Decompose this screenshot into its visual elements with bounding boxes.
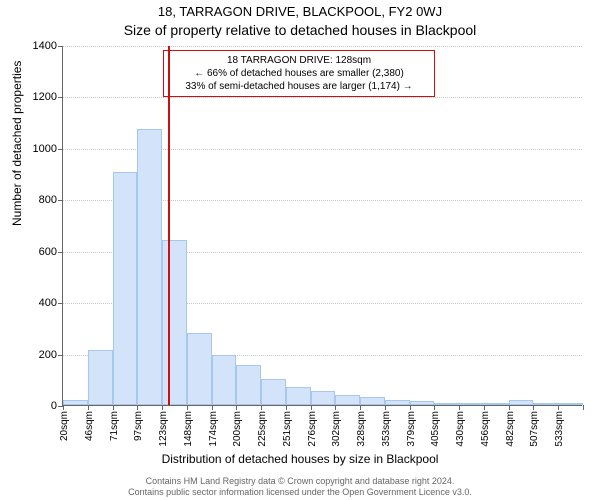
y-tick-label: 800 bbox=[39, 194, 57, 206]
x-tick-label: 533sqm bbox=[554, 411, 565, 447]
y-tick-label: 1200 bbox=[33, 91, 57, 103]
x-tick-mark bbox=[360, 405, 361, 410]
y-tick-label: 1000 bbox=[33, 143, 57, 155]
plot-area: 18 TARRAGON DRIVE: 128sqm ← 66% of detac… bbox=[62, 46, 582, 406]
x-tick-label: 200sqm bbox=[232, 411, 243, 447]
x-tick-mark bbox=[509, 405, 510, 410]
x-tick-label: 507sqm bbox=[529, 411, 540, 447]
chart-root: 18, TARRAGON DRIVE, BLACKPOOL, FY2 0WJ S… bbox=[0, 0, 600, 500]
histogram-bar bbox=[459, 403, 484, 405]
y-tick-label: 1400 bbox=[33, 40, 57, 52]
histogram-bar bbox=[558, 403, 583, 405]
y-tick-label: 200 bbox=[39, 349, 57, 361]
x-tick-label: 225sqm bbox=[257, 411, 268, 447]
histogram-bar bbox=[137, 129, 162, 405]
callout-line-3: 33% of semi-detached houses are larger (… bbox=[170, 80, 428, 93]
x-tick-label: 276sqm bbox=[307, 411, 318, 447]
y-tick-mark bbox=[58, 355, 63, 356]
x-axis-title: Distribution of detached houses by size … bbox=[0, 452, 600, 466]
x-tick-mark bbox=[410, 405, 411, 410]
x-tick-mark bbox=[88, 405, 89, 410]
x-tick-mark bbox=[113, 405, 114, 410]
x-tick-mark bbox=[434, 405, 435, 410]
histogram-bar bbox=[311, 391, 336, 405]
gridline-h bbox=[63, 46, 582, 47]
x-tick-mark bbox=[261, 405, 262, 410]
x-tick-label: 123sqm bbox=[158, 411, 169, 447]
x-tick-label: 302sqm bbox=[331, 411, 342, 447]
x-tick-mark bbox=[63, 405, 64, 410]
histogram-bar bbox=[261, 379, 286, 405]
y-axis-title: Number of detached properties bbox=[10, 61, 24, 226]
y-tick-mark bbox=[58, 46, 63, 47]
histogram-bar bbox=[385, 400, 410, 405]
callout-line-1: 18 TARRAGON DRIVE: 128sqm bbox=[170, 54, 428, 67]
histogram-bar bbox=[360, 397, 385, 405]
histogram-bar bbox=[509, 400, 534, 405]
y-tick-mark bbox=[58, 149, 63, 150]
x-tick-label: 353sqm bbox=[381, 411, 392, 447]
callout-line-2: ← 66% of detached houses are smaller (2,… bbox=[170, 67, 428, 80]
histogram-bar bbox=[286, 387, 311, 405]
x-tick-mark bbox=[162, 405, 163, 410]
y-tick-mark bbox=[58, 97, 63, 98]
gridline-h bbox=[63, 97, 582, 98]
x-tick-mark bbox=[484, 405, 485, 410]
x-tick-label: 251sqm bbox=[282, 411, 293, 447]
x-tick-mark bbox=[187, 405, 188, 410]
caption-line-2: Contains public sector information licen… bbox=[0, 487, 600, 498]
histogram-bar bbox=[434, 403, 459, 405]
x-tick-label: 20sqm bbox=[59, 411, 70, 441]
x-tick-label: 328sqm bbox=[356, 411, 367, 447]
y-tick-label: 600 bbox=[39, 246, 57, 258]
y-tick-mark bbox=[58, 303, 63, 304]
x-tick-label: 97sqm bbox=[133, 411, 144, 441]
histogram-bar bbox=[212, 355, 237, 405]
histogram-bar bbox=[187, 333, 212, 405]
x-tick-mark bbox=[286, 405, 287, 410]
x-tick-label: 405sqm bbox=[430, 411, 441, 447]
y-tick-label: 400 bbox=[39, 297, 57, 309]
x-tick-mark bbox=[459, 405, 460, 410]
histogram-bar bbox=[335, 395, 360, 405]
x-tick-label: 482sqm bbox=[505, 411, 516, 447]
caption-line-1: Contains HM Land Registry data © Crown c… bbox=[0, 476, 600, 487]
y-tick-label: 0 bbox=[51, 400, 57, 412]
y-tick-mark bbox=[58, 200, 63, 201]
x-tick-label: 379sqm bbox=[406, 411, 417, 447]
x-tick-mark bbox=[335, 405, 336, 410]
x-tick-label: 430sqm bbox=[455, 411, 466, 447]
x-tick-label: 174sqm bbox=[208, 411, 219, 447]
y-tick-mark bbox=[58, 252, 63, 253]
x-tick-mark bbox=[212, 405, 213, 410]
histogram-bar bbox=[484, 403, 509, 405]
x-tick-mark bbox=[583, 405, 584, 410]
x-tick-mark bbox=[236, 405, 237, 410]
chart-title: Size of property relative to detached ho… bbox=[0, 22, 600, 38]
x-tick-mark bbox=[533, 405, 534, 410]
x-tick-label: 46sqm bbox=[84, 411, 95, 441]
x-tick-mark bbox=[558, 405, 559, 410]
histogram-bar bbox=[113, 172, 138, 405]
x-tick-label: 148sqm bbox=[183, 411, 194, 447]
x-tick-mark bbox=[137, 405, 138, 410]
histogram-bar bbox=[162, 240, 187, 405]
address-line: 18, TARRAGON DRIVE, BLACKPOOL, FY2 0WJ bbox=[0, 4, 600, 19]
x-tick-label: 71sqm bbox=[109, 411, 120, 441]
x-tick-mark bbox=[385, 405, 386, 410]
x-tick-mark bbox=[311, 405, 312, 410]
histogram-bar bbox=[88, 350, 113, 405]
histogram-bar bbox=[236, 365, 261, 405]
x-tick-label: 456sqm bbox=[480, 411, 491, 447]
histogram-bar bbox=[533, 403, 558, 405]
marker-callout: 18 TARRAGON DRIVE: 128sqm ← 66% of detac… bbox=[163, 50, 435, 97]
chart-caption: Contains HM Land Registry data © Crown c… bbox=[0, 476, 600, 499]
histogram-bar bbox=[63, 400, 88, 405]
marker-line bbox=[168, 46, 170, 405]
histogram-bar bbox=[410, 401, 435, 405]
